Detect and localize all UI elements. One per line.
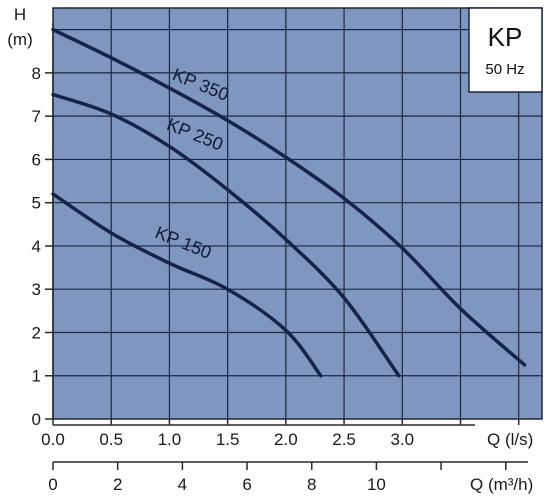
x-tick-label: 1.0 bbox=[158, 430, 182, 449]
title-box-title: KP bbox=[488, 22, 523, 52]
y-axis-unit: (m) bbox=[7, 30, 32, 49]
x-tick-label: 2.0 bbox=[274, 430, 298, 449]
y-tick-label: 8 bbox=[32, 64, 41, 83]
x-tick-label: 1.5 bbox=[216, 430, 240, 449]
y-tick-label: 6 bbox=[32, 150, 41, 169]
axes: 0 1 2 3 4 5 6 7 8 0.0 0.5 1.0 1.5 2.0 2.5 3.0 0 2 4 6 8 10 bbox=[32, 22, 528, 494]
y-tick-label: 3 bbox=[32, 280, 41, 299]
x-tick-label: 0.0 bbox=[41, 430, 65, 449]
x-tick-label: 2.5 bbox=[332, 430, 356, 449]
y-tick-label: 2 bbox=[32, 323, 41, 342]
x-axis-label: Q (l/s) bbox=[487, 430, 533, 449]
x2-axis-label: Q (m³/h) bbox=[470, 475, 533, 494]
y-tick-label: 0 bbox=[32, 410, 41, 429]
x-tick-label: 0.5 bbox=[99, 430, 123, 449]
y-tick-label: 7 bbox=[32, 107, 41, 126]
x2-tick-label: 8 bbox=[307, 475, 316, 494]
title-box-subtitle: 50 Hz bbox=[485, 61, 524, 78]
x2-tick-label: 6 bbox=[242, 475, 251, 494]
series-line-kp-350 bbox=[51, 27, 527, 367]
x2-tick-label: 2 bbox=[113, 475, 122, 494]
y-tick-label: 4 bbox=[32, 237, 41, 256]
series-line-kp-250 bbox=[51, 92, 401, 378]
title-box-frame bbox=[468, 7, 543, 93]
y-tick-label: 1 bbox=[32, 367, 41, 386]
series-line-kp-150 bbox=[51, 192, 323, 378]
x2-tick-label: 0 bbox=[48, 475, 57, 494]
x2-tick-label: 4 bbox=[178, 475, 187, 494]
curves bbox=[51, 27, 527, 378]
y-tick-label: 5 bbox=[32, 194, 41, 213]
y-axis-label: H bbox=[14, 5, 26, 24]
title-box: KP 50 Hz bbox=[468, 7, 543, 93]
x-tick-label: 3.0 bbox=[390, 430, 414, 449]
x2-tick-label: 10 bbox=[367, 475, 386, 494]
